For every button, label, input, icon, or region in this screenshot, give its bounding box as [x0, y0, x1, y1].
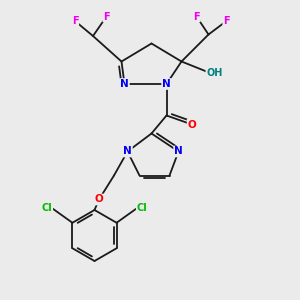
Text: F: F: [103, 11, 110, 22]
Text: F: F: [223, 16, 230, 26]
Text: O: O: [188, 119, 196, 130]
Text: OH: OH: [206, 68, 223, 79]
Text: N: N: [174, 146, 183, 157]
Text: N: N: [123, 146, 132, 157]
Text: Cl: Cl: [137, 203, 148, 213]
Text: Cl: Cl: [41, 203, 52, 213]
Text: N: N: [162, 79, 171, 89]
Text: F: F: [72, 16, 78, 26]
Text: O: O: [94, 194, 103, 205]
Text: N: N: [120, 79, 129, 89]
Text: F: F: [193, 11, 200, 22]
